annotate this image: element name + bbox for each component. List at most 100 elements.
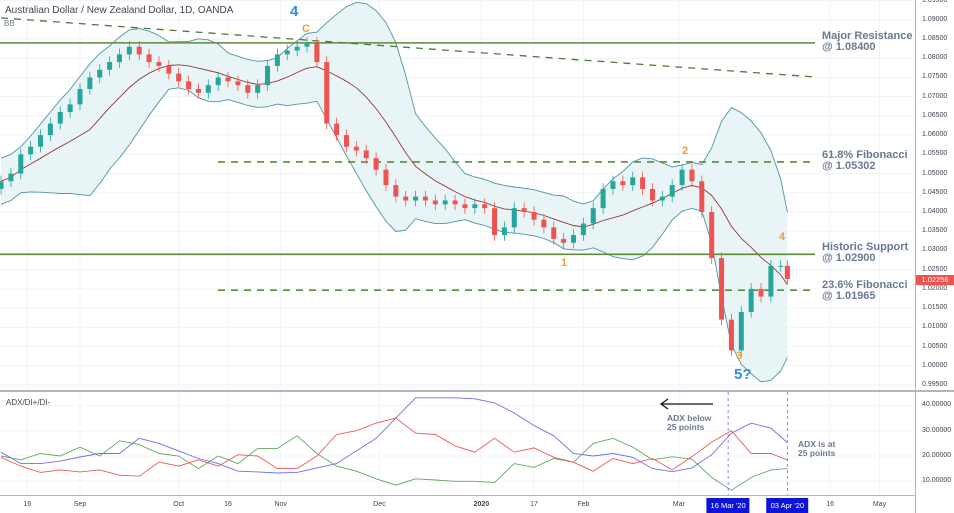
candle-body xyxy=(195,88,201,93)
candle-body xyxy=(57,112,63,124)
price-tick-label: 1.09500 xyxy=(922,0,948,4)
candle-body xyxy=(353,146,359,151)
price-tick-label: 1.09000 xyxy=(922,15,948,23)
adx-pane xyxy=(0,392,788,495)
candle-body xyxy=(511,208,517,228)
di-plus-line xyxy=(0,435,788,491)
wave-label-5: 5? xyxy=(734,366,752,383)
time-tick-label: 17 xyxy=(530,501,538,508)
candle-body xyxy=(87,77,93,89)
candle-body xyxy=(768,265,774,297)
candle-body xyxy=(304,42,310,47)
adx-tick-label: 40.00000 xyxy=(922,401,952,409)
candle-body xyxy=(422,196,428,201)
candle-body xyxy=(324,62,330,124)
candle-body xyxy=(0,181,4,189)
candle-body xyxy=(205,85,211,93)
price-tick-label: 1.05000 xyxy=(922,169,948,177)
historic-support-label: Historic Support @ 1.02900 xyxy=(822,241,909,264)
candle-body xyxy=(107,62,113,70)
price-tick-label: 1.07500 xyxy=(922,73,948,81)
candle-body xyxy=(679,169,685,186)
candle-body xyxy=(8,173,14,182)
candle-body xyxy=(373,158,379,170)
price-tick-label: 0.99500 xyxy=(922,380,948,388)
adx-tick-label: 30.00000 xyxy=(922,426,952,434)
candle-body xyxy=(620,181,626,186)
price-tick-label: 1.04500 xyxy=(922,188,948,196)
candle-body xyxy=(482,204,488,209)
candle-body xyxy=(77,88,83,105)
candle-body xyxy=(403,196,409,201)
time-tick-label: May xyxy=(872,501,887,508)
candle-body xyxy=(551,227,557,239)
candle-body xyxy=(126,46,132,55)
candle-body xyxy=(472,204,478,209)
indicator-label-bb[interactable]: BB xyxy=(4,19,15,28)
price-tick-label: 1.05500 xyxy=(922,150,948,158)
last-price-tag: 1.02256 xyxy=(916,274,954,285)
adx-line xyxy=(0,397,788,474)
candle-body xyxy=(343,135,349,147)
major-resistance-label: Major Resistance @ 1.08400 xyxy=(822,30,913,53)
candle-body xyxy=(669,185,675,197)
level-lines xyxy=(0,17,816,292)
candle-body xyxy=(47,123,53,136)
wave-label-4-top: 4 xyxy=(290,3,299,20)
candle-body xyxy=(462,204,468,209)
candle-body xyxy=(778,265,784,267)
candle-body xyxy=(136,46,142,55)
indicator-label-adx[interactable]: ADX/DI+/DI- xyxy=(6,398,51,407)
candle-body xyxy=(748,288,754,312)
candle-body xyxy=(784,265,790,280)
price-tick-label: 1.04000 xyxy=(922,208,948,215)
price-tick-label: 1.02500 xyxy=(922,265,948,273)
price-tick-label: 1.01500 xyxy=(922,304,948,312)
candle-body xyxy=(728,319,734,351)
candle-body xyxy=(432,200,438,205)
time-tick-label: 16 xyxy=(23,501,32,508)
candle-body xyxy=(442,200,448,205)
adx-tick-label: 10.00000 xyxy=(922,477,952,485)
fib-236-label: 23.6% Fibonacci @ 1.01965 xyxy=(822,279,908,302)
candle-body xyxy=(28,146,34,155)
candle-body xyxy=(186,81,192,89)
candle-body xyxy=(413,196,419,201)
candle-body xyxy=(265,65,271,86)
candle-body xyxy=(561,238,567,243)
price-tick-label: 1.06000 xyxy=(922,131,948,139)
candle-body xyxy=(640,177,646,189)
candle-body xyxy=(294,46,300,51)
candle-body xyxy=(176,73,182,82)
time-tick-label: Nov xyxy=(274,501,287,508)
candle-body xyxy=(689,169,695,182)
chart-title: Australian Dollar / New Zealand Dollar, … xyxy=(5,5,234,16)
candle-body xyxy=(156,62,162,66)
candle-body xyxy=(383,169,389,186)
time-tick-label: Oct xyxy=(173,501,185,508)
candle-body xyxy=(758,288,764,297)
price-tick-label: 1.03000 xyxy=(922,246,948,254)
candle-body xyxy=(38,135,44,147)
candle-body xyxy=(116,54,122,63)
candle-body xyxy=(699,181,705,212)
candle-body xyxy=(610,181,616,189)
lower-band xyxy=(0,87,788,383)
price-tick-label: 1.07000 xyxy=(922,92,948,100)
wave-label-3: 3 xyxy=(736,350,743,362)
time-tick-label: Mar xyxy=(672,501,685,508)
candle-body xyxy=(590,208,596,224)
candle-body xyxy=(521,208,527,212)
candle-body xyxy=(600,188,606,209)
price-tick-label: 1.01000 xyxy=(922,323,948,331)
time-tick-label: Feb xyxy=(577,501,590,508)
price-tick-label: 1.06500 xyxy=(922,111,948,119)
wave-label-c: C xyxy=(302,23,310,35)
candle-body xyxy=(284,50,290,55)
time-tick-label: Sep xyxy=(73,501,87,508)
candle-body xyxy=(738,311,744,351)
candle-body xyxy=(235,81,241,86)
trend-line xyxy=(0,17,816,78)
highlighted-date-tag: 03 Apr '20 xyxy=(766,498,809,513)
